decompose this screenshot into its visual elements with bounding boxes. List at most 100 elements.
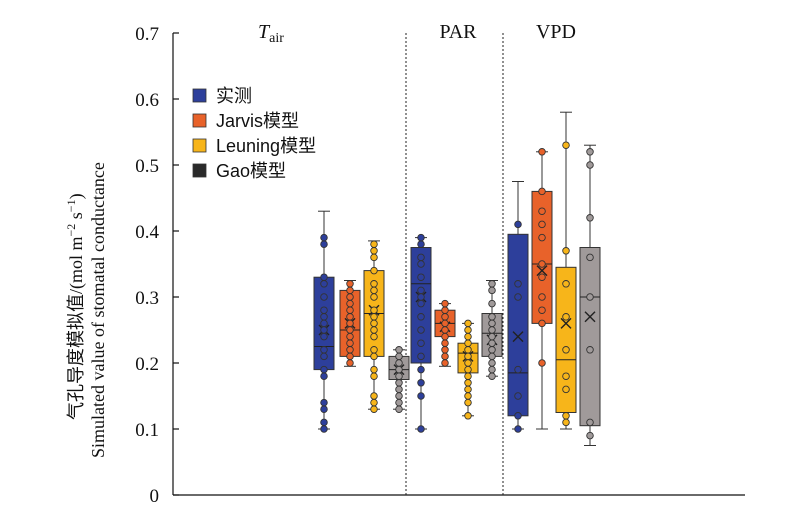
data-point xyxy=(320,418,328,427)
group-label: PAR xyxy=(439,21,477,43)
data-point xyxy=(320,233,328,242)
data-point xyxy=(370,365,378,374)
data-point xyxy=(346,319,354,328)
data-point xyxy=(538,359,546,367)
data-point xyxy=(441,346,449,354)
data-point xyxy=(346,326,354,334)
data-point xyxy=(370,319,378,328)
data-point xyxy=(346,286,354,295)
data-point xyxy=(586,148,594,156)
data-point xyxy=(538,187,546,196)
data-point xyxy=(395,379,403,387)
data-point xyxy=(488,365,496,374)
box-plot xyxy=(507,181,529,433)
data-point xyxy=(488,326,496,334)
box-plot xyxy=(388,346,410,413)
data-point xyxy=(586,214,594,222)
group-label: VPD xyxy=(536,21,576,43)
data-point xyxy=(417,379,425,387)
data-point xyxy=(417,352,425,361)
y-tick-label: 0 xyxy=(150,486,160,507)
mean-marker xyxy=(512,331,524,343)
data-point xyxy=(441,299,449,308)
data-point xyxy=(346,280,354,288)
data-point xyxy=(514,293,522,301)
legend-label: Jarvis模型 xyxy=(216,111,299,131)
data-point xyxy=(441,319,449,328)
data-point xyxy=(417,425,425,433)
data-point xyxy=(488,339,496,347)
data-point xyxy=(586,161,594,169)
box-plot xyxy=(313,210,335,433)
data-point xyxy=(370,372,378,380)
box-iqr xyxy=(579,247,601,427)
data-point xyxy=(464,319,472,328)
data-point xyxy=(441,332,449,341)
data-point xyxy=(370,266,378,275)
data-point xyxy=(488,372,496,380)
group-dividers xyxy=(405,33,504,495)
box-plot xyxy=(555,111,577,430)
box-plot xyxy=(457,319,479,420)
y-tick-label: 0.7 xyxy=(135,24,159,45)
box-plots xyxy=(313,111,601,446)
data-point xyxy=(441,352,449,361)
data-point xyxy=(320,372,328,380)
data-point xyxy=(464,326,472,334)
data-point xyxy=(464,352,472,361)
y-tick-label: 0.5 xyxy=(135,156,159,177)
data-point xyxy=(562,141,570,149)
box-plot xyxy=(410,233,432,433)
data-point xyxy=(562,313,570,321)
data-point xyxy=(395,359,403,367)
data-point xyxy=(320,425,328,433)
data-point xyxy=(514,392,522,400)
data-point xyxy=(417,253,425,262)
data-point xyxy=(370,332,378,341)
data-point xyxy=(370,352,378,361)
box-plot xyxy=(481,280,503,380)
data-point xyxy=(320,346,328,354)
data-point xyxy=(538,306,546,314)
data-point xyxy=(417,392,425,400)
data-point xyxy=(417,326,425,334)
data-point xyxy=(417,233,425,242)
data-point xyxy=(370,280,378,288)
legend-label: Leuning模型 xyxy=(216,136,316,156)
data-point xyxy=(346,306,354,314)
data-point xyxy=(488,286,496,295)
data-point xyxy=(464,346,472,354)
data-point xyxy=(464,398,472,407)
data-point xyxy=(320,405,328,413)
data-point xyxy=(370,306,378,314)
data-point xyxy=(395,365,403,374)
data-point xyxy=(346,339,354,347)
y-tick-label: 0.2 xyxy=(135,354,159,375)
legend-label: Gao模型 xyxy=(216,161,286,181)
data-point xyxy=(320,332,328,341)
data-point xyxy=(464,412,472,420)
box-plot xyxy=(339,280,361,367)
data-point xyxy=(538,293,546,301)
data-point xyxy=(464,372,472,380)
data-point xyxy=(370,313,378,321)
data-point xyxy=(514,280,522,288)
y-tick-label: 0.4 xyxy=(135,222,159,243)
data-point xyxy=(464,392,472,400)
y-tick-label: 0.3 xyxy=(135,288,159,309)
data-point xyxy=(441,326,449,334)
data-point xyxy=(562,372,570,380)
data-point xyxy=(320,313,328,321)
data-point xyxy=(464,385,472,394)
data-point xyxy=(488,352,496,361)
data-point xyxy=(488,319,496,328)
data-point xyxy=(538,273,546,281)
data-point xyxy=(417,313,425,321)
mean-marker xyxy=(584,311,596,323)
data-point xyxy=(488,280,496,288)
data-point xyxy=(464,339,472,347)
data-point xyxy=(562,412,570,420)
data-point xyxy=(488,299,496,308)
data-point xyxy=(538,260,546,268)
data-point xyxy=(514,220,522,229)
